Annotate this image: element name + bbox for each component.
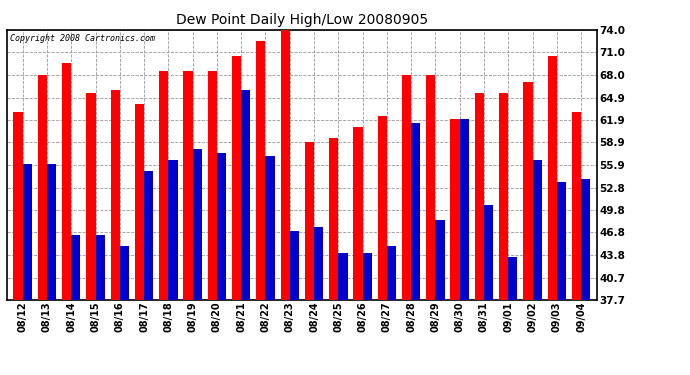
Bar (120, 246, 129, 300)
Bar (135, 104, 144, 300)
Bar (305, 142, 314, 300)
Bar (14, 112, 23, 300)
Bar (71, 234, 81, 300)
Bar (484, 205, 493, 300)
Bar (377, 116, 387, 300)
Title: Dew Point Daily High/Low 20080905: Dew Point Daily High/Low 20080905 (176, 13, 428, 27)
Bar (548, 56, 557, 300)
Bar (533, 160, 542, 300)
Bar (509, 257, 518, 300)
Bar (329, 138, 338, 300)
Bar (402, 75, 411, 300)
Bar (460, 119, 469, 300)
Bar (23, 164, 32, 300)
Bar (411, 123, 420, 300)
Bar (232, 56, 241, 300)
Bar (499, 93, 509, 300)
Bar (86, 93, 95, 300)
Bar (523, 82, 533, 300)
Bar (95, 234, 105, 300)
Bar (475, 93, 484, 300)
Bar (62, 63, 71, 300)
Bar (362, 253, 372, 300)
Bar (338, 253, 348, 300)
Bar (572, 112, 581, 300)
Bar (47, 164, 56, 300)
Bar (266, 156, 275, 300)
Bar (314, 227, 323, 300)
Bar (256, 41, 266, 300)
Bar (426, 75, 435, 300)
Bar (184, 71, 193, 300)
Bar (451, 119, 460, 300)
Bar (193, 149, 202, 300)
Bar (217, 153, 226, 300)
Bar (168, 160, 177, 300)
Bar (290, 231, 299, 300)
Bar (38, 75, 47, 300)
Bar (581, 179, 591, 300)
Bar (387, 246, 396, 300)
Bar (208, 71, 217, 300)
Bar (557, 183, 566, 300)
Bar (435, 220, 444, 300)
Bar (353, 127, 362, 300)
Bar (159, 71, 168, 300)
Bar (281, 30, 290, 300)
Bar (144, 171, 153, 300)
Bar (241, 90, 250, 300)
Bar (110, 90, 120, 300)
Text: Copyright 2008 Cartronics.com: Copyright 2008 Cartronics.com (10, 34, 155, 43)
